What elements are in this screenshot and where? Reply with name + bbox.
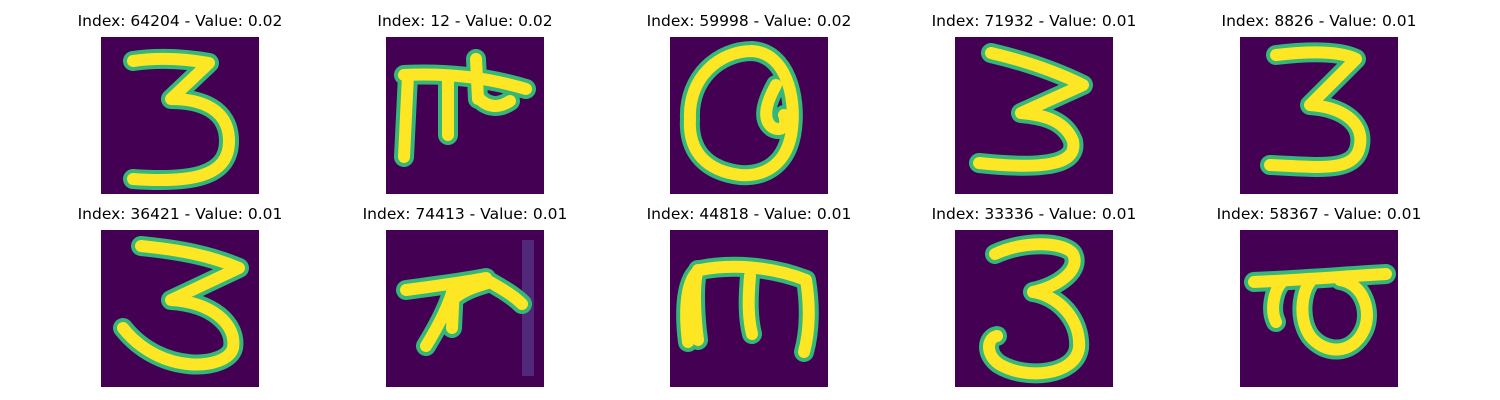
panel-title: Index: 71932 - Value: 0.01 (931, 12, 1137, 30)
panel-title: Index: 8826 - Value: 0.01 (1221, 12, 1417, 30)
digit-image (670, 230, 828, 387)
panel-1: Index: 64204 - Value: 0.02 (50, 11, 310, 201)
digit-image (386, 230, 544, 387)
panel-5: Index: 8826 - Value: 0.01 (1189, 11, 1449, 201)
panel-title: Index: 74413 - Value: 0.01 (362, 205, 568, 223)
digit-image (386, 37, 544, 194)
digit-image (101, 37, 259, 194)
panel-title: Index: 58367 - Value: 0.01 (1216, 205, 1422, 223)
panel-4: Index: 71932 - Value: 0.01 (904, 11, 1164, 201)
panel-6: Index: 36421 - Value: 0.01 (50, 204, 310, 394)
panel-7: Index: 74413 - Value: 0.01 (335, 204, 595, 394)
digit-image (670, 37, 828, 194)
panel-title: Index: 33336 - Value: 0.01 (931, 205, 1137, 223)
panel-title: Index: 12 - Value: 0.02 (377, 12, 553, 30)
digit-image (1240, 230, 1398, 387)
panel-10: Index: 58367 - Value: 0.01 (1189, 204, 1449, 394)
panel-2: Index: 12 - Value: 0.02 (335, 11, 595, 201)
panel-title: Index: 44818 - Value: 0.01 (646, 205, 852, 223)
digit-image (955, 230, 1113, 387)
panel-9: Index: 33336 - Value: 0.01 (904, 204, 1164, 394)
panel-3: Index: 59998 - Value: 0.02 (619, 11, 879, 201)
digit-image (101, 230, 259, 387)
digit-image (1240, 37, 1398, 194)
digit-image (955, 37, 1113, 194)
panel-title: Index: 36421 - Value: 0.01 (77, 205, 283, 223)
panel-title: Index: 64204 - Value: 0.02 (77, 12, 283, 30)
panel-title: Index: 59998 - Value: 0.02 (646, 12, 852, 30)
panel-8: Index: 44818 - Value: 0.01 (619, 204, 879, 394)
